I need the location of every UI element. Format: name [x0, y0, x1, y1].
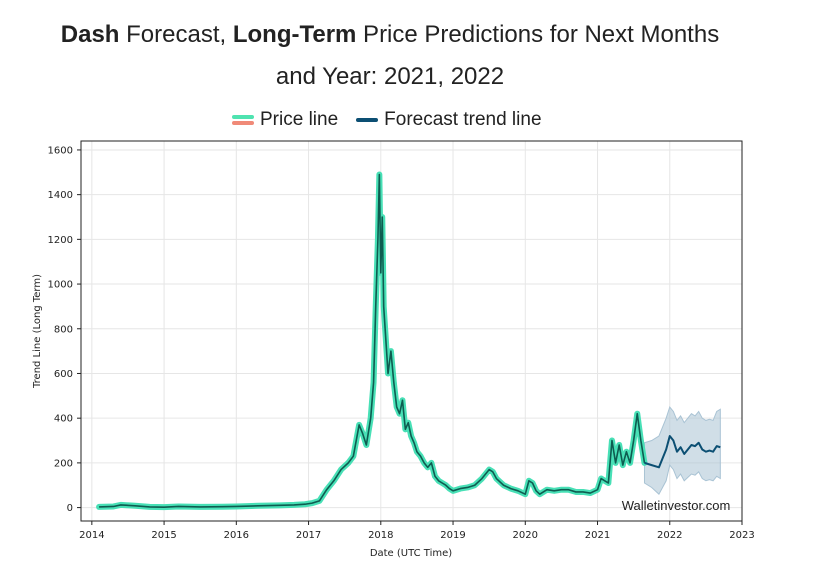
watermark-text: Walletinvestor.com — [622, 498, 731, 513]
x-tick-label: 2016 — [224, 530, 249, 541]
x-axis-label: Date (UTC Time) — [370, 548, 452, 559]
title-bold-coin: Dash — [60, 21, 120, 48]
y-tick-label: 1400 — [48, 190, 73, 201]
y-tick-label: 200 — [54, 458, 73, 469]
y-tick-label: 800 — [54, 324, 73, 335]
chart-title-line1: Dash Forecast, Long-Term Price Predictio… — [0, 14, 780, 56]
legend-price-label: Price line — [260, 109, 339, 130]
forecast-swatch-icon — [356, 118, 379, 122]
x-tick-label: 2018 — [368, 530, 393, 541]
x-tick-label: 2023 — [729, 530, 754, 541]
price-swatch-icon — [232, 115, 254, 125]
x-tick-label: 2014 — [79, 530, 104, 541]
y-axis-ticks: 0 200 400 600 800 1000 1200 1400 1600 — [48, 145, 81, 514]
y-tick-label: 600 — [54, 369, 73, 380]
x-axis-ticks: 2014 2015 2016 2017 2018 2019 2020 2021 2022 2023 — [79, 521, 755, 541]
y-tick-label: 1600 — [48, 145, 73, 156]
y-tick-label: 1000 — [48, 280, 73, 291]
x-tick-label: 2017 — [296, 530, 321, 541]
x-tick-label: 2020 — [513, 530, 538, 541]
x-tick-label: 2021 — [585, 530, 610, 541]
title-text-b: Price Predictions for Next Months — [356, 21, 720, 48]
y-axis-label: Trend Line (Long Term) — [32, 274, 43, 389]
price-line — [99, 173, 646, 508]
x-tick-label: 2019 — [440, 530, 465, 541]
legend-item-forecast[interactable]: Forecast trend line — [356, 109, 542, 131]
forecast-trend-line — [644, 435, 721, 469]
y-tick-label: 1200 — [48, 235, 73, 246]
title-bold-term: Long-Term — [232, 21, 357, 48]
chart-legend: Price line Forecast trend line — [232, 108, 560, 132]
price-line-glow — [96, 171, 648, 511]
x-tick-label: 2015 — [151, 530, 176, 541]
series-lines — [96, 171, 721, 511]
y-tick-label: 400 — [54, 414, 73, 425]
plot-frame — [80, 140, 743, 522]
title-text-a: Forecast, — [119, 21, 233, 48]
y-tick-label: 0 — [67, 503, 73, 514]
legend-forecast-label: Forecast trend line — [384, 109, 542, 130]
chart-title: Dash Forecast, Long-Term Price Predictio… — [0, 14, 780, 98]
chart-title-line2: and Year: 2021, 2022 — [275, 63, 505, 90]
x-tick-label: 2022 — [657, 530, 682, 541]
legend-item-price[interactable]: Price line — [232, 109, 338, 131]
